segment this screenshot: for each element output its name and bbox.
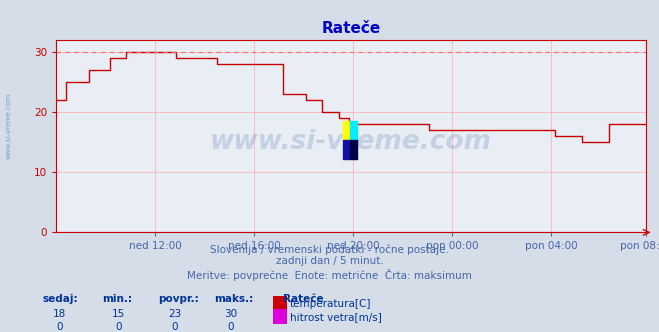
Bar (343, 140, 350, 159)
Text: www.si-vreme.com: www.si-vreme.com (5, 93, 12, 159)
Text: 0: 0 (171, 322, 178, 332)
Text: Slovenija / vremenski podatki - ročne postaje.: Slovenija / vremenski podatki - ročne po… (210, 244, 449, 255)
Text: 0: 0 (56, 322, 63, 332)
Text: min.:: min.: (102, 294, 132, 304)
Text: zadnji dan / 5 minut.: zadnji dan / 5 minut. (275, 256, 384, 266)
Text: sedaj:: sedaj: (43, 294, 78, 304)
Text: 30: 30 (224, 309, 237, 319)
Bar (343, 121, 350, 140)
Text: 23: 23 (168, 309, 181, 319)
Text: Rateče: Rateče (283, 294, 324, 304)
Text: 18: 18 (53, 309, 66, 319)
Bar (350, 140, 357, 159)
Text: www.si-vreme.com: www.si-vreme.com (210, 129, 492, 155)
Text: temperatura[C]: temperatura[C] (290, 299, 372, 309)
Text: Meritve: povprečne  Enote: metrične  Črta: maksimum: Meritve: povprečne Enote: metrične Črta:… (187, 269, 472, 281)
Text: hitrost vetra[m/s]: hitrost vetra[m/s] (290, 312, 382, 322)
Text: 0: 0 (115, 322, 122, 332)
Text: 0: 0 (227, 322, 234, 332)
Text: maks.:: maks.: (214, 294, 254, 304)
Text: 15: 15 (112, 309, 125, 319)
Text: povpr.:: povpr.: (158, 294, 199, 304)
Bar (350, 121, 357, 140)
Title: Rateče: Rateče (322, 21, 380, 36)
